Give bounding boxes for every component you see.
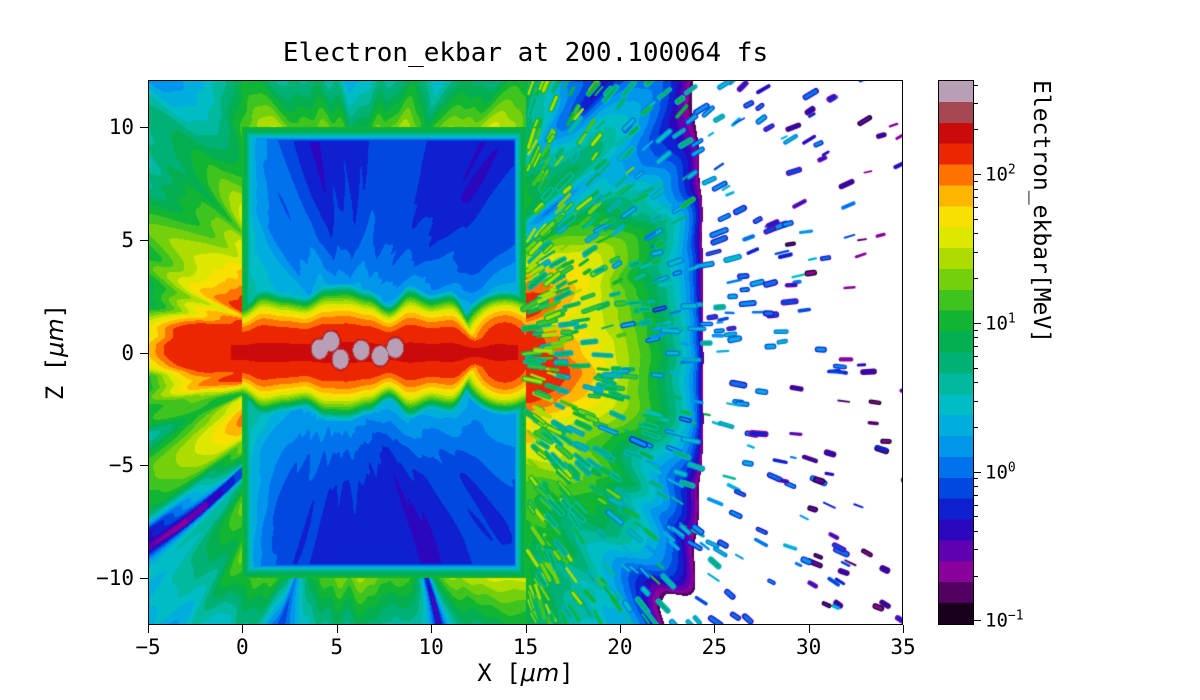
colorbar-minor-tick-mark (974, 181, 978, 182)
colorbar-tick-base: 10 (985, 163, 1008, 186)
colorbar-tick-label: 100 (985, 460, 1016, 483)
colorbar-minor-tick-mark (974, 84, 978, 86)
x-tick-label: 35 (890, 635, 916, 659)
colorbar-minor-tick-mark (974, 233, 978, 235)
x-axis-label-pre: X [ (477, 659, 521, 687)
y-tick-label: −5 (108, 453, 134, 478)
colorbar-minor-tick-mark (974, 345, 978, 347)
y-tick-label: 10 (108, 115, 134, 140)
y-tick-mark (140, 352, 148, 354)
colorbar-minor-tick-mark (974, 516, 978, 518)
y-axis-label-post: ] (41, 303, 69, 319)
colorbar-minor-tick-mark (974, 337, 978, 339)
colorbar-tick-mark (974, 471, 981, 473)
colorbar-tick-base: 10 (985, 461, 1008, 484)
x-tick-label: 10 (418, 635, 444, 659)
colorbar-minor-tick-mark (974, 278, 978, 280)
x-tick-mark (808, 625, 810, 633)
colorbar (938, 80, 974, 625)
y-tick-mark (140, 127, 148, 129)
x-tick-mark (903, 625, 904, 633)
colorbar-tick-mark (974, 174, 981, 176)
colorbar-minor-tick-mark (974, 504, 978, 506)
colorbar-tick-label: 102 (985, 163, 1016, 186)
colorbar-minor-tick-mark (974, 530, 978, 532)
x-tick-label: 15 (512, 635, 539, 659)
x-tick-label: 30 (795, 635, 822, 659)
x-tick-mark (242, 625, 244, 633)
colorbar-minor-tick-mark (974, 478, 978, 480)
x-tick-mark (525, 625, 527, 633)
colorbar-minor-tick-mark (974, 251, 978, 253)
colorbar-minor-tick-mark (974, 329, 978, 331)
colorbar-minor-tick-mark (974, 549, 978, 551)
colorbar-tick-exponent: 2 (1007, 162, 1016, 178)
colorbar-tick-mark (974, 322, 981, 324)
y-tick-label: 0 (121, 340, 134, 365)
colorbar-minor-tick-mark (974, 575, 978, 577)
colorbar-tick-label: 101 (985, 311, 1016, 334)
y-tick-label: 5 (121, 227, 134, 252)
x-tick-mark (431, 625, 433, 633)
colorbar-tick-label: 10−1 (985, 609, 1024, 632)
x-tick-label: −5 (135, 635, 161, 659)
y-axis-label: Z [μm] (41, 304, 69, 400)
x-tick-label: 5 (330, 635, 344, 659)
colorbar-minor-tick-mark (974, 129, 978, 131)
colorbar-minor-tick-mark (974, 188, 978, 190)
plot-title: Electron_ekbar at 200.100064 fs (282, 38, 769, 68)
colorbar-minor-tick-mark (974, 218, 978, 220)
y-axis-label-unit: μm (41, 318, 69, 357)
x-tick-mark (619, 625, 621, 633)
colorbar-label: Electron_ekbar[MeV] (1028, 80, 1054, 344)
y-tick-label: −10 (96, 565, 134, 590)
colorbar-minor-tick-mark (974, 197, 978, 199)
colorbar-minor-tick-mark (974, 103, 978, 105)
heatmap-canvas (148, 80, 903, 625)
x-axis-label-post: ] (559, 659, 574, 687)
y-axis-label-pre: Z [ (41, 356, 69, 401)
colorbar-minor-tick-mark (974, 494, 978, 496)
colorbar-minor-tick-mark (974, 382, 978, 384)
x-tick-mark (336, 625, 338, 633)
y-tick-mark (140, 577, 148, 579)
colorbar-tick-mark (974, 620, 981, 622)
x-tick-label: 20 (607, 635, 633, 659)
colorbar-minor-tick-mark (974, 486, 978, 488)
colorbar-minor-tick-mark (974, 355, 978, 357)
colorbar-tick-exponent: −1 (1007, 608, 1024, 624)
colorbar-tick-exponent: 1 (1007, 311, 1016, 327)
x-axis-label-unit: μm (520, 659, 560, 687)
x-tick-mark (148, 625, 149, 633)
colorbar-tick-base: 10 (985, 312, 1008, 335)
x-axis-label: X [μm] (148, 659, 903, 687)
colorbar-minor-tick-mark (974, 367, 978, 369)
x-tick-mark (714, 625, 716, 633)
colorbar-tick-base: 10 (985, 609, 1008, 632)
colorbar-tick-exponent: 0 (1007, 459, 1016, 475)
x-tick-label: 25 (701, 635, 727, 659)
y-tick-mark (140, 465, 148, 467)
colorbar-minor-tick-mark (974, 400, 978, 402)
colorbar-minor-tick-mark (974, 207, 978, 209)
y-tick-mark (140, 239, 148, 241)
colorbar-minor-tick-mark (974, 426, 978, 428)
x-tick-label: 0 (236, 635, 249, 659)
